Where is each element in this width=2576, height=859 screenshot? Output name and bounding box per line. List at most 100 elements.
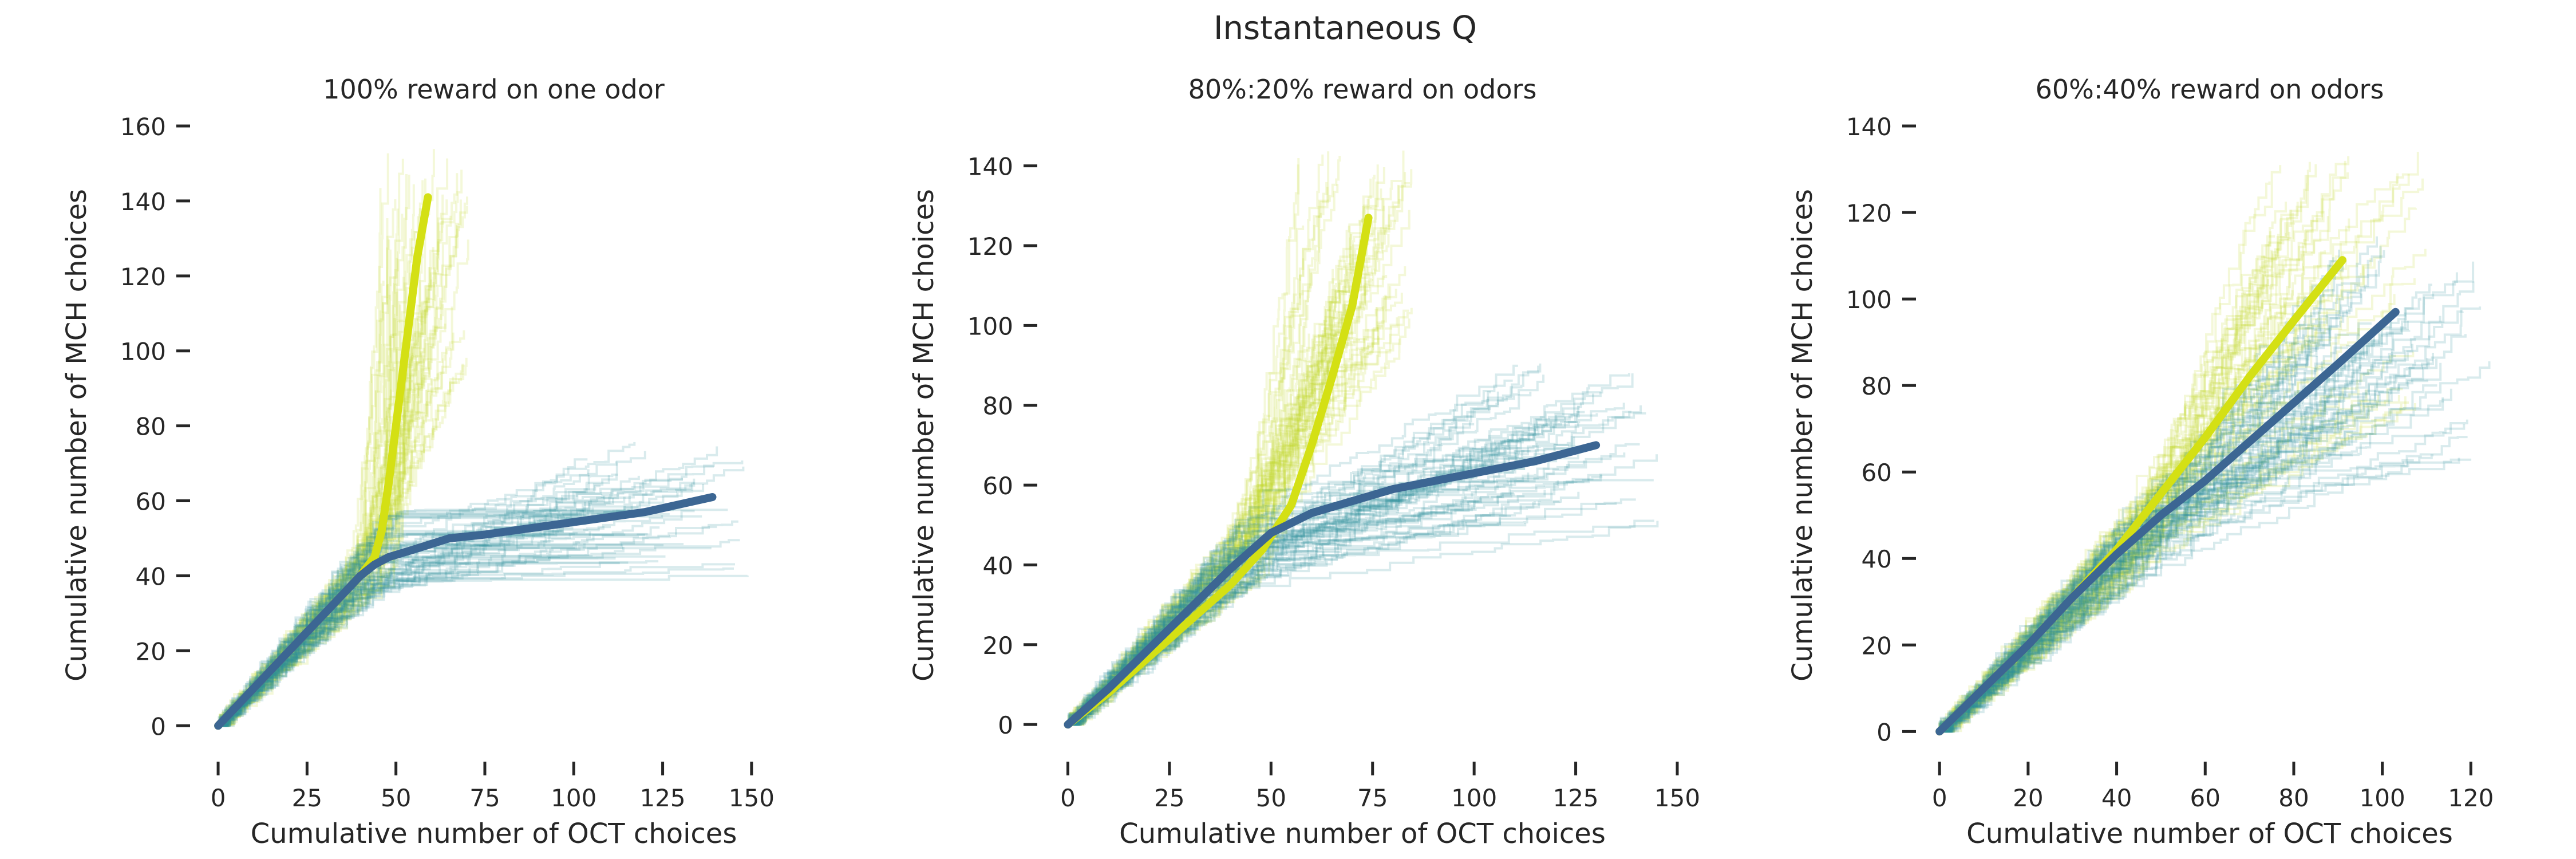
panel-1-run-trace [218, 348, 425, 727]
panel-1-run-trace [218, 354, 446, 727]
panel-2-run-trace [1068, 151, 1330, 726]
panel-1-run-trace [218, 461, 618, 727]
panel-3-run-trace [1939, 230, 2309, 733]
panel-3-y-tick-label: 40 [1862, 545, 1892, 573]
panel-3-mean-line-blue [1935, 308, 2400, 736]
panel-1-run-trace [218, 484, 600, 727]
panel-2-run-trace [1068, 206, 1385, 726]
panel-3-run-trace [1938, 389, 2368, 733]
panel-2-run-trace [1068, 416, 1566, 726]
panel-2-run-trace [1068, 317, 1398, 726]
panel-1-run-trace [218, 510, 695, 727]
panel-3-run-trace [1939, 436, 2468, 733]
panel-2-run-trace [1068, 234, 1369, 726]
panel-2-run-trace [1068, 375, 1545, 726]
panel-2-run-trace [1068, 321, 1306, 726]
panel-2-title: 80%:20% reward on odors [1188, 74, 1537, 105]
panel-3-run-trace [1939, 310, 2464, 733]
panel-2-x-tick-label: 100 [1451, 784, 1497, 812]
panel-1: 0 20 40 60 80 100 120 140 160 0 25 50 75 100 125 150 1… [61, 74, 775, 850]
panel-3-run-trace [1939, 330, 2325, 733]
panel-2-run-trace [1068, 393, 1594, 726]
panel-3-run-trace [1939, 364, 2362, 733]
panel-1-y-axis: 0 20 40 60 80 100 120 140 160 [120, 113, 190, 740]
panel-3-run-trace [1938, 173, 2399, 732]
panel-1-run-trace [218, 460, 744, 727]
panel-1-run-trace [218, 296, 429, 727]
panel-3-run-trace [1939, 211, 2325, 733]
panel-2-x-axis: 0 25 50 75 100 125 150 [1060, 762, 1700, 812]
panel-2-mean-line-blue [1064, 441, 1601, 729]
panel-3-run-trace [1938, 458, 2472, 732]
panel-3-means [1935, 256, 2400, 736]
panel-1-x-tick-label: 0 [211, 784, 226, 812]
panel-3-runs [1938, 152, 2491, 733]
panel-1-x-axis: 0 25 50 75 100 125 150 [211, 762, 775, 812]
panel-3-y-axis: 0 20 40 60 80 100 120 140 [1846, 113, 1916, 746]
panel-3-run-trace [1939, 293, 2362, 733]
figure-suptitle: Instantaneous Q [1214, 10, 1477, 47]
panel-3-run-trace [1939, 403, 2290, 733]
panel-1-means [214, 193, 717, 730]
panel-2-x-tick-label: 50 [1256, 784, 1286, 812]
panel-2-y-tick-label: 80 [983, 392, 1013, 420]
panel-1-x-tick-label: 150 [729, 784, 775, 812]
panel-1-y-tick-label: 120 [120, 263, 166, 291]
panel-2-run-trace [1068, 373, 1634, 726]
panel-3-run-trace [1939, 175, 2307, 733]
panel-1-y-label: Cumulative number of MCH choices [61, 189, 93, 681]
panel-1-run-trace [218, 506, 654, 727]
panel-3-run-trace [1939, 216, 2329, 733]
panel-2-run-trace [1068, 278, 1373, 726]
panel-3-run-trace [1939, 361, 2397, 733]
panel-2-x-tick-label: 150 [1654, 784, 1700, 812]
panel-2-run-trace [1068, 373, 1630, 726]
panel-1-x-label: Cumulative number of OCT choices [251, 818, 737, 850]
panel-2-x-label: Cumulative number of OCT choices [1119, 818, 1606, 850]
panel-3-x-tick-label: 80 [2278, 784, 2309, 812]
panel-3-title: 60%:40% reward on odors [2036, 74, 2384, 105]
panel-2-run-trace [1068, 333, 1310, 726]
panel-3-run-trace [1939, 289, 2334, 733]
panel-1-run-trace [218, 196, 468, 727]
panel-3-run-trace [1939, 161, 2311, 733]
panel-2-run-trace [1068, 169, 1413, 726]
panel-3-run-trace [1939, 387, 2342, 733]
panel-1-run-trace [218, 214, 404, 727]
panel-2-y-tick-label: 120 [967, 233, 1013, 261]
panel-1-run-trace [218, 483, 692, 727]
panel-2-run-trace [1068, 158, 1300, 726]
panel-1-y-tick-label: 140 [120, 188, 166, 216]
panel-2-run-trace [1068, 474, 1602, 726]
panel-2-y-tick-label: 140 [967, 153, 1013, 181]
panel-3-run-trace [1939, 290, 2294, 733]
panel-2-run-trace [1068, 391, 1499, 726]
panel-3-run-trace [1939, 178, 2424, 733]
panel-3-run-trace [1938, 388, 2403, 733]
panel-2-x-tick-label: 0 [1060, 784, 1076, 812]
panel-3-x-tick-label: 40 [2101, 784, 2132, 812]
panel-1-run-trace [218, 509, 630, 727]
panel-1-x-tick-label: 100 [551, 784, 596, 812]
panel-1-run-trace [218, 215, 452, 727]
panel-3-run-trace [1939, 310, 2348, 733]
panel-1-x-tick-label: 25 [292, 784, 322, 812]
panel-3-y-tick-label: 60 [1862, 459, 1892, 487]
panel-1-run-trace [218, 574, 749, 727]
panel-2-run-trace [1068, 234, 1353, 726]
panel-3-run-trace [1939, 174, 2410, 733]
panel-3-run-trace [1939, 269, 2377, 733]
panel-2-y-label: Cumulative number of MCH choices [908, 189, 940, 681]
panel-1-y-tick-label: 80 [136, 413, 166, 441]
panel-3-run-trace [1939, 384, 2437, 733]
panel-2-y-tick-label: 40 [983, 551, 1013, 580]
panel-2-run-trace [1068, 452, 1626, 726]
panel-2-run-trace [1068, 305, 1309, 726]
panel-1-run-trace [218, 513, 670, 727]
panel-1-run-trace [218, 330, 465, 727]
panel-3-run-trace [1939, 329, 2411, 733]
panel-1-run-trace [218, 458, 588, 727]
panel-1-x-tick-label: 75 [469, 784, 500, 812]
panel-3-x-axis: 0 20 40 60 80 100 120 [1932, 762, 2494, 812]
